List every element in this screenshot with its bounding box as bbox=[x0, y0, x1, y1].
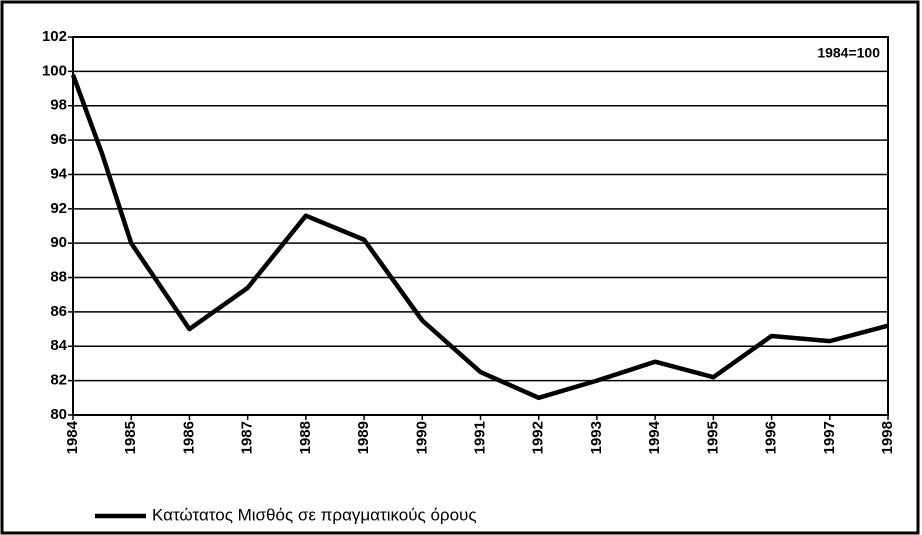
y-tick-label: 80 bbox=[50, 406, 67, 423]
x-tick-label: 1986 bbox=[180, 421, 197, 454]
x-tick-label: 1988 bbox=[297, 421, 314, 454]
x-tick-label: 1989 bbox=[355, 421, 372, 454]
x-tick-label: 1992 bbox=[530, 421, 547, 454]
y-tick-label: 96 bbox=[50, 131, 67, 148]
y-tick-label: 86 bbox=[50, 303, 67, 320]
plot-frame bbox=[72, 36, 889, 416]
x-tick-label: 1998 bbox=[879, 421, 896, 454]
annotation-box bbox=[808, 42, 886, 66]
legend-label: Κατώτατος Μισθός σε πραγματικούς όρους bbox=[152, 505, 477, 524]
y-tick-label: 92 bbox=[50, 200, 67, 217]
line-series bbox=[70, 74, 889, 401]
x-tick-label: 1995 bbox=[704, 421, 721, 454]
x-tick-label: 1987 bbox=[239, 421, 256, 454]
x-tick-label: 1994 bbox=[646, 420, 663, 454]
y-tick-label: 88 bbox=[50, 269, 67, 286]
y-tick-label: 84 bbox=[50, 337, 67, 354]
y-tick-label: 102 bbox=[42, 28, 67, 45]
y-tick-label: 82 bbox=[50, 372, 67, 389]
y-tick-label: 90 bbox=[50, 234, 67, 251]
x-tick-label: 1996 bbox=[763, 421, 780, 454]
x-tick-label: 1997 bbox=[821, 421, 838, 454]
x-tick-label: 1991 bbox=[471, 421, 488, 454]
annotation: 1984=100 bbox=[817, 45, 880, 61]
y-tick-label: 94 bbox=[50, 165, 67, 182]
y-tick-label: 98 bbox=[50, 97, 67, 114]
x-tick-label: 1985 bbox=[122, 421, 139, 454]
x-tick-label: 1990 bbox=[413, 421, 430, 454]
x-tick-label: 1993 bbox=[588, 421, 605, 454]
x-tick-label: 1984 bbox=[64, 420, 81, 454]
y-tick-label: 100 bbox=[42, 62, 67, 79]
